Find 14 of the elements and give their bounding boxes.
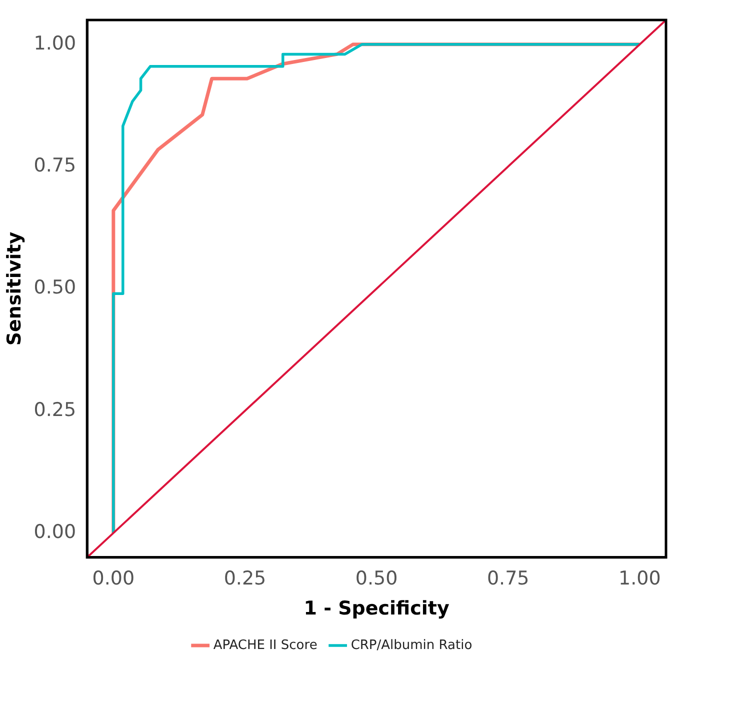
y-tick-label: 0.25 [34, 398, 76, 421]
x-tick-label: 1.00 [618, 568, 661, 590]
x-tick-label: 0.50 [355, 568, 398, 590]
legend-label: CRP/Albumin Ratio [350, 638, 472, 653]
x-tick-label: 0.00 [92, 568, 135, 590]
y-tick-label: 0.50 [34, 276, 76, 299]
x-tick-label: 0.25 [224, 568, 266, 590]
y-tick-label: 0.00 [34, 520, 76, 543]
x-axis-title: 1 - Specificity [304, 598, 450, 620]
x-tick-label: 0.75 [486, 568, 530, 590]
y-tick-label: 0.75 [34, 154, 76, 176]
y-tick-label: 1.00 [34, 32, 76, 54]
y-axis-title: Sensitivity [3, 231, 26, 346]
legend-label: APACHE II Score [213, 638, 318, 653]
